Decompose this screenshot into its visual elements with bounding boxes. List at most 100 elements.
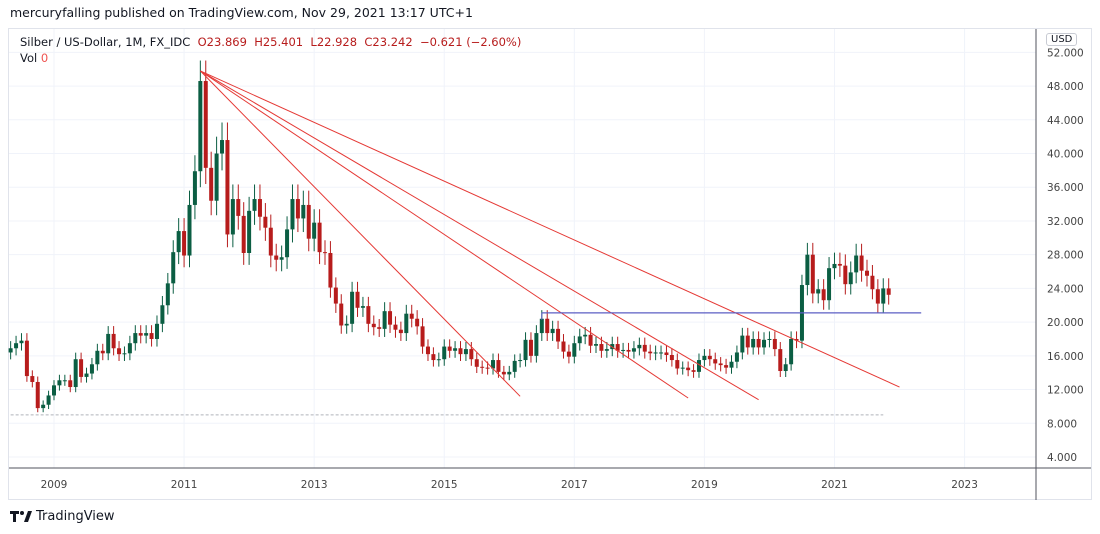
candle-down bbox=[328, 252, 333, 288]
candle-down bbox=[79, 359, 84, 377]
candle-up bbox=[214, 153, 219, 201]
candle-down bbox=[686, 367, 691, 371]
candle-down bbox=[556, 328, 561, 342]
candle-up bbox=[95, 350, 100, 365]
candle-down bbox=[117, 348, 122, 355]
candle-down bbox=[306, 204, 311, 239]
x-tick-label: 2015 bbox=[431, 479, 458, 491]
candle-down bbox=[24, 340, 29, 377]
candle-down bbox=[377, 327, 382, 329]
candle-up bbox=[160, 305, 165, 324]
candle-up bbox=[154, 323, 159, 339]
candle-up bbox=[702, 355, 707, 361]
candle-up bbox=[350, 291, 355, 324]
candle-down bbox=[870, 275, 875, 290]
candle-up bbox=[594, 344, 598, 346]
tradingview-logo-icon bbox=[10, 510, 32, 522]
candle-down bbox=[843, 265, 848, 285]
candle-up bbox=[621, 349, 626, 351]
candle-up bbox=[680, 367, 685, 369]
y-tick-label: 32.000 bbox=[1047, 216, 1084, 228]
candle-up bbox=[198, 81, 203, 172]
candle-up bbox=[518, 360, 523, 362]
y-tick-label: 36.000 bbox=[1047, 182, 1084, 194]
candle-up bbox=[84, 373, 89, 377]
candle-down bbox=[317, 222, 322, 253]
candle-down bbox=[772, 338, 777, 350]
candle-down bbox=[149, 333, 154, 339]
candle-down bbox=[474, 359, 479, 367]
candle-up bbox=[550, 328, 555, 334]
candle-up bbox=[783, 364, 788, 372]
candle-down bbox=[263, 216, 268, 228]
y-tick-label: 44.000 bbox=[1047, 115, 1084, 127]
y-tick-label: 40.000 bbox=[1047, 149, 1084, 161]
candle-up bbox=[230, 199, 235, 235]
candle-up bbox=[534, 333, 539, 356]
candle-up bbox=[767, 338, 772, 340]
candle-up bbox=[301, 204, 306, 219]
trend-line bbox=[200, 70, 689, 399]
volume-legend: Vol 0 bbox=[20, 51, 48, 65]
footer-brand[interactable]: TradingView bbox=[10, 509, 115, 524]
candle-down bbox=[138, 333, 143, 336]
candle-down bbox=[371, 323, 376, 328]
candle-up bbox=[577, 336, 582, 344]
candle-up bbox=[220, 140, 225, 154]
trend-line bbox=[199, 70, 521, 397]
ohlc-close: C23.242 bbox=[364, 35, 413, 49]
candle-down bbox=[588, 334, 593, 346]
candle-up bbox=[14, 343, 19, 349]
candle-down bbox=[496, 360, 501, 372]
candle-up bbox=[453, 348, 458, 351]
candle-down bbox=[209, 167, 214, 201]
currency-badge[interactable]: USD bbox=[1046, 33, 1078, 46]
candle-down bbox=[415, 318, 420, 327]
candle-down bbox=[447, 346, 452, 351]
candle-up bbox=[631, 348, 636, 352]
candle-up bbox=[854, 255, 859, 273]
candle-down bbox=[545, 318, 550, 334]
candle-down bbox=[241, 215, 246, 253]
candle-down bbox=[669, 354, 674, 361]
symbol-legend: Silber / US-Dollar, 1M, FX_IDC O23.869 H… bbox=[20, 35, 521, 49]
candle-up bbox=[572, 343, 577, 357]
candle-up bbox=[583, 334, 588, 337]
candle-down bbox=[323, 252, 327, 254]
y-tick-label: 28.000 bbox=[1047, 250, 1084, 262]
candle-down bbox=[718, 363, 723, 366]
candle-down bbox=[724, 365, 729, 368]
candle-down bbox=[236, 199, 241, 216]
candle-down bbox=[865, 270, 869, 276]
candle-down bbox=[366, 306, 371, 324]
candle-down bbox=[875, 289, 880, 304]
candle-up bbox=[827, 268, 832, 301]
chart-frame bbox=[8, 28, 1092, 500]
candle-down bbox=[756, 338, 761, 348]
candle-up bbox=[789, 338, 794, 365]
candle-up bbox=[539, 318, 544, 334]
candle-down bbox=[268, 227, 273, 256]
volume-value: 0 bbox=[40, 51, 49, 65]
candle-down bbox=[859, 255, 864, 271]
candle-down bbox=[561, 341, 566, 352]
candle-up bbox=[659, 352, 664, 354]
candle-up bbox=[165, 283, 170, 306]
candle-down bbox=[355, 291, 360, 308]
candle-up bbox=[734, 352, 739, 362]
candle-up bbox=[848, 272, 853, 285]
candle-up bbox=[762, 339, 767, 348]
candle-down bbox=[398, 329, 403, 334]
candle-up bbox=[290, 199, 295, 230]
candle-up bbox=[729, 361, 734, 368]
candle-up bbox=[604, 349, 609, 351]
candle-down bbox=[295, 199, 300, 219]
candle-up bbox=[512, 360, 517, 372]
candle-up bbox=[41, 404, 46, 409]
candle-up bbox=[832, 263, 837, 269]
symbol-name[interactable]: Silber / US-Dollar, 1M, FX_IDC bbox=[20, 35, 191, 49]
candle-up bbox=[491, 360, 496, 369]
footer-brand-text: TradingView bbox=[36, 509, 115, 524]
candle-down bbox=[182, 231, 187, 256]
